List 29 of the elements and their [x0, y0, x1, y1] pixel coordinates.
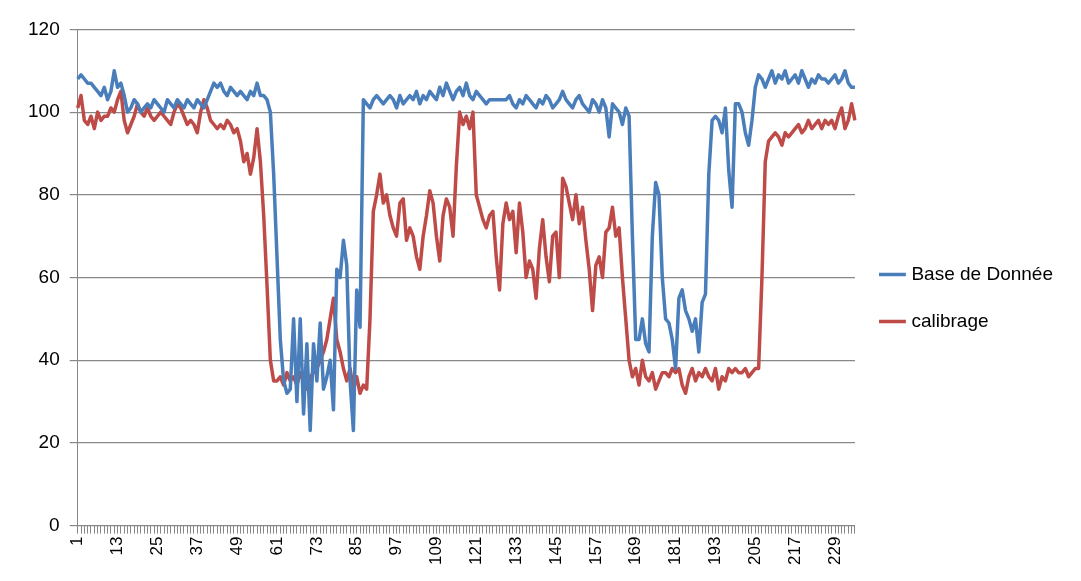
x-tick-label: 97 — [386, 536, 406, 556]
y-tick-label: 20 — [38, 431, 60, 453]
y-tick-label: 0 — [49, 513, 60, 535]
x-tick-label: 73 — [306, 536, 326, 556]
x-tick-label: 37 — [186, 536, 206, 556]
x-tick-label: 61 — [266, 536, 286, 556]
x-tick-label: 13 — [107, 536, 127, 556]
legend-label: Base de Donnée — [911, 262, 1054, 284]
x-tick-label: 133 — [505, 536, 525, 566]
y-tick-label: 40 — [38, 348, 60, 370]
x-tick-label: 217 — [784, 536, 804, 566]
x-tick-label: 157 — [585, 536, 605, 566]
x-tick-label: 169 — [625, 536, 645, 566]
x-tick-label: 229 — [824, 536, 844, 566]
y-tick-label: 80 — [38, 183, 60, 205]
legend-label: calibrage — [911, 309, 989, 331]
x-tick-label: 121 — [465, 536, 485, 566]
x-tick-label: 1 — [67, 536, 87, 547]
y-tick-label: 60 — [38, 265, 60, 287]
y-tick-label: 120 — [28, 17, 60, 39]
x-tick-label: 85 — [346, 536, 366, 556]
x-tick-label: 205 — [744, 536, 764, 566]
x-tick-label: 49 — [226, 536, 246, 556]
x-tick-label: 193 — [705, 536, 725, 566]
y-tick-label: 100 — [28, 100, 60, 122]
x-tick-label: 109 — [426, 536, 446, 566]
x-tick-label: 181 — [665, 536, 685, 566]
x-tick-label: 145 — [545, 536, 565, 566]
x-tick-label: 25 — [147, 536, 167, 556]
